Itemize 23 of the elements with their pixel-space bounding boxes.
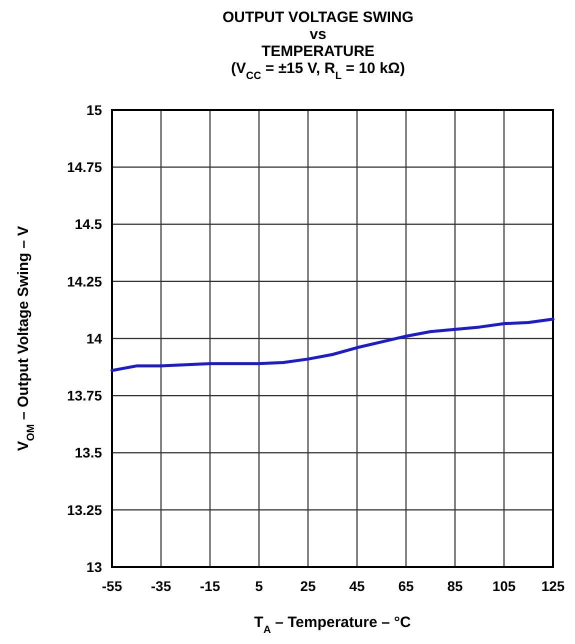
- x-tick-label: 105: [492, 578, 516, 594]
- y-tick-label: 13.75: [66, 388, 102, 404]
- y-tick-label: 13.25: [66, 502, 102, 518]
- x-tick-label: 5: [255, 578, 264, 594]
- y-tick-label: 14.5: [74, 216, 102, 232]
- y-tick-label: 14.25: [66, 273, 102, 290]
- y-tick-label: 14.75: [66, 159, 102, 176]
- chart-subtitle: (V$_{CC}$ = ±15 V, R$_{L}$ = 10 kΩ): [231, 60, 405, 82]
- x-tick-label: 85: [447, 578, 463, 594]
- x-tick-label: -35: [150, 578, 172, 594]
- x-tick-label: 65: [398, 578, 414, 594]
- y-tick-label: 13.5: [74, 444, 102, 461]
- x-tick-label: 45: [349, 578, 365, 594]
- x-axis-title: T$_{A}$ – Temperature – °C: [254, 614, 412, 636]
- x-tick-label: 25: [300, 578, 316, 594]
- chart-title: OUTPUT VOLTAGE SWING vs TEMPERATURE: [222, 9, 414, 60]
- x-tick-label: -15: [200, 578, 220, 594]
- y-tick-label: 13: [86, 558, 102, 575]
- x-tick-label: -55: [102, 578, 122, 594]
- line-series: [110, 318, 554, 372]
- x-tick-label: 125: [541, 578, 565, 594]
- y-tick-label: 15: [86, 102, 102, 118]
- y-tick-label: 14: [86, 330, 102, 346]
